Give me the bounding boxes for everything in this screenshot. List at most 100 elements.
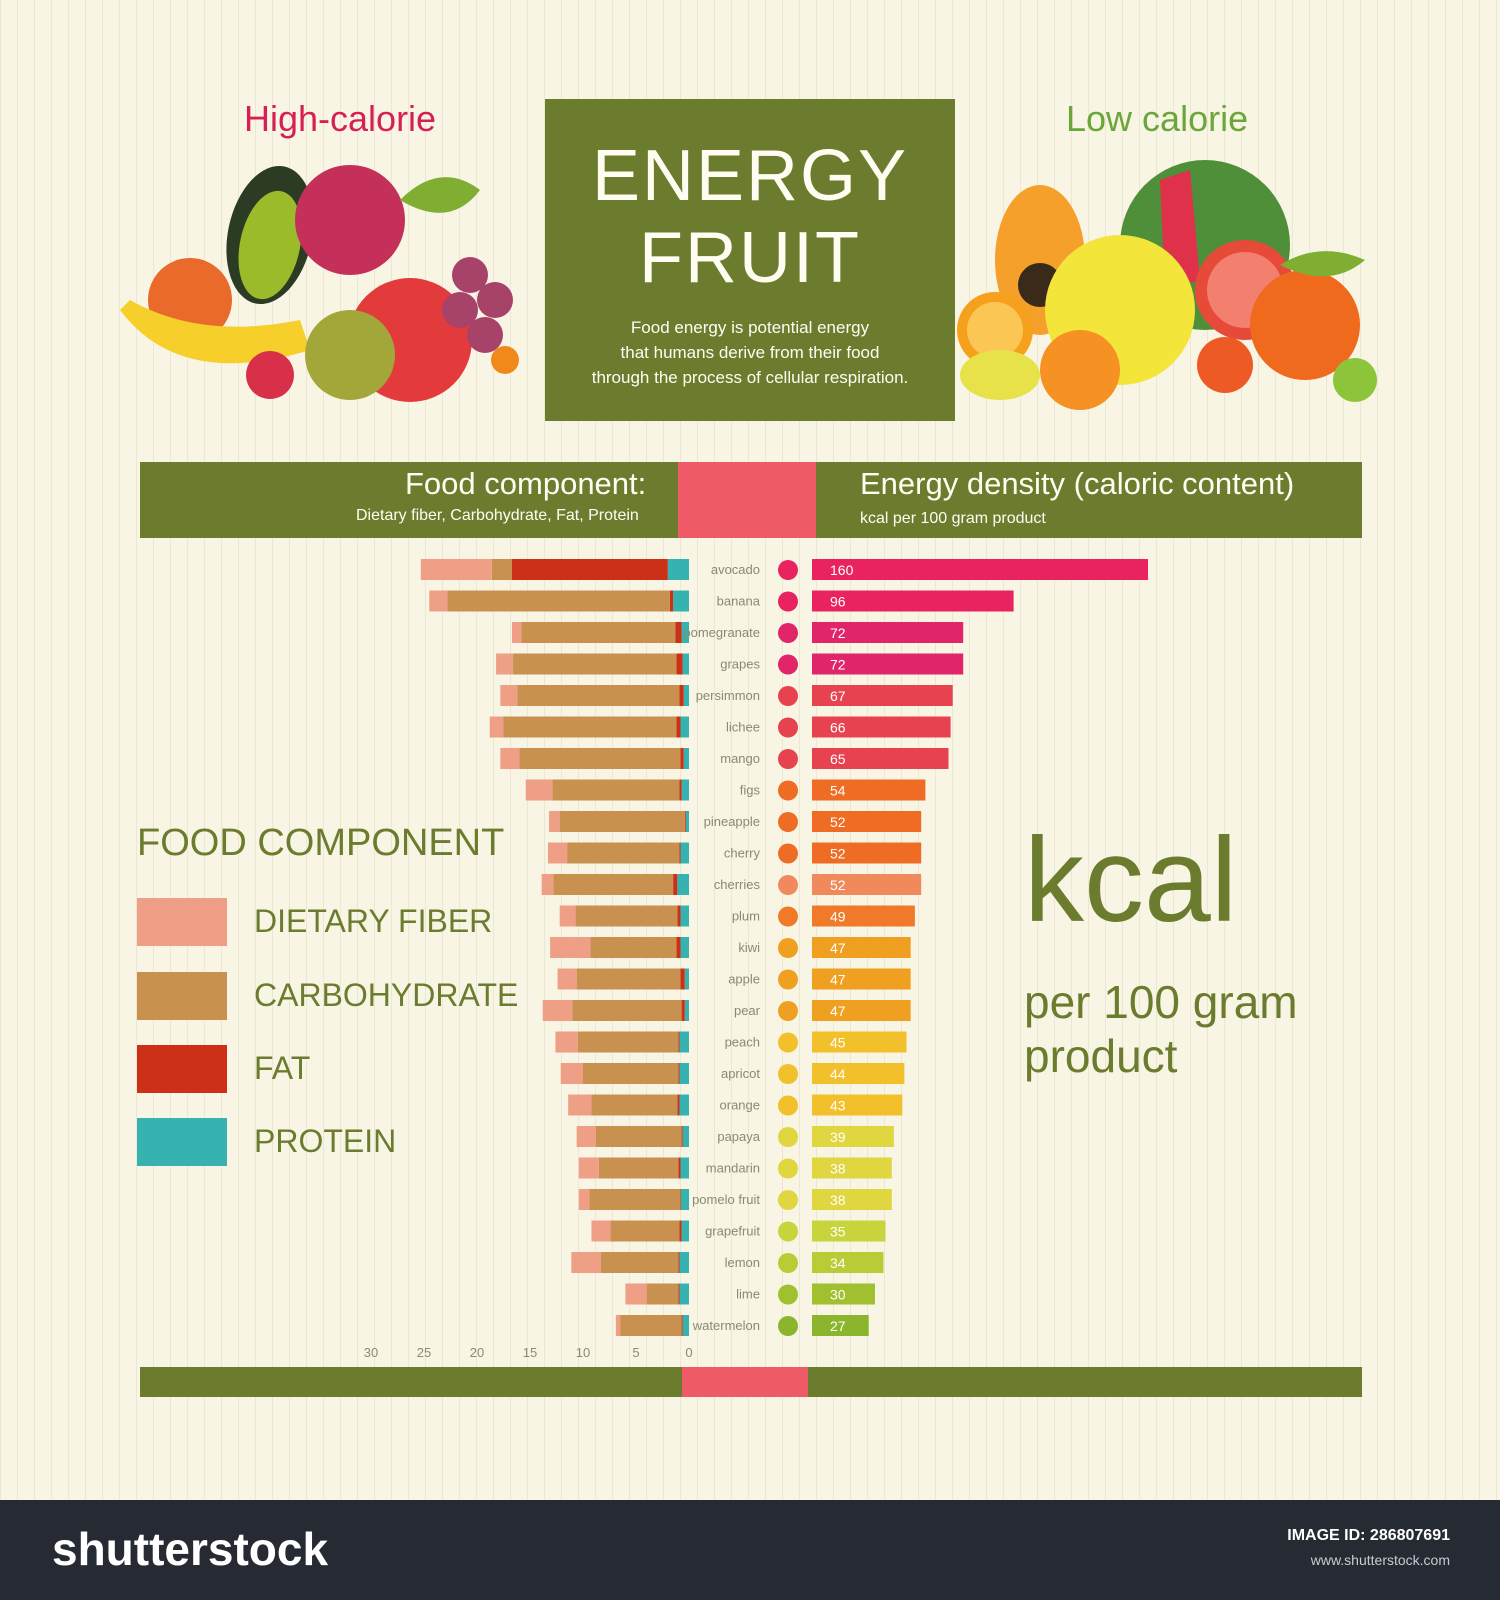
fruit-icon	[778, 560, 798, 580]
bar-kcal	[812, 1094, 903, 1116]
fruit-icon	[778, 1190, 798, 1210]
kcal-value-label: 47	[830, 972, 846, 988]
footer-brand-logo: shutterstock	[52, 1523, 329, 1575]
food-component-band	[140, 462, 678, 538]
fruit-icon	[778, 1032, 798, 1053]
bar-fiber	[489, 716, 504, 738]
fruit-icon	[778, 843, 798, 864]
bar-fiber	[541, 874, 554, 895]
bar-fiber	[559, 905, 576, 927]
legend-swatch-fiber	[137, 898, 227, 946]
bar-kcal	[812, 1126, 894, 1147]
fruit-label: pomegranate	[683, 625, 760, 640]
bar-carbohydrate	[513, 653, 677, 675]
kcal-value-label: 96	[830, 594, 846, 610]
bottom-band-pink	[682, 1367, 808, 1397]
bar-protein	[682, 1126, 689, 1147]
kcal-value-label: 67	[830, 688, 846, 704]
bar-fat	[678, 1063, 680, 1084]
bar-protein	[680, 1189, 689, 1210]
kcal-unit-label: per 100 gram product	[1024, 975, 1298, 1083]
bar-protein	[667, 559, 689, 580]
bar-fiber	[500, 748, 520, 769]
bar-fiber	[511, 622, 522, 643]
legend-title: FOOD COMPONENT	[137, 822, 505, 864]
fruit-label: cherries	[714, 877, 761, 892]
axis-tick-label: 30	[364, 1345, 378, 1360]
low-calorie-fruits-illustration	[957, 160, 1377, 410]
legend-swatch-fat	[137, 1045, 227, 1093]
legend-swatch-carbohydrate	[137, 972, 227, 1020]
bar-fat	[673, 874, 678, 895]
bar-fat	[681, 1000, 685, 1021]
title-description: Food energy is potential energy that hum…	[545, 315, 955, 390]
bar-fat	[679, 1220, 682, 1242]
high-calorie-fruits-illustration	[120, 165, 519, 402]
bar-protein	[681, 622, 689, 643]
bar-kcal	[812, 937, 911, 958]
bar-kcal	[812, 779, 926, 801]
kcal-value-label: 35	[830, 1224, 846, 1240]
bar-kcal	[812, 590, 1014, 612]
high-calorie-heading: High-calorie	[244, 98, 437, 139]
bar-protein	[679, 1063, 689, 1084]
bar-protein	[680, 716, 689, 738]
kcal-value-label: 66	[830, 720, 846, 736]
bar-protein	[677, 874, 689, 895]
bar-fat	[678, 1283, 680, 1305]
bar-fat	[680, 1189, 682, 1210]
axis-tick-label: 0	[685, 1345, 692, 1360]
bar-kcal	[812, 716, 951, 738]
fruit-label: banana	[717, 594, 761, 609]
fruit-label: mango	[720, 751, 760, 766]
lime-illustration	[1333, 358, 1377, 402]
bar-carbohydrate	[559, 811, 685, 832]
bar-fiber	[549, 811, 560, 832]
bar-fiber	[420, 559, 492, 580]
bar-carbohydrate	[576, 968, 681, 990]
footer-site-url: www.shutterstock.com	[1310, 1552, 1450, 1568]
bar-protein	[679, 1283, 689, 1305]
bar-carbohydrate	[589, 1189, 681, 1210]
bar-fiber	[625, 1283, 647, 1305]
bar-fiber	[568, 1094, 592, 1116]
bar-carbohydrate	[491, 559, 512, 580]
fruit-label: lichee	[726, 720, 760, 735]
bar-kcal	[812, 1252, 884, 1273]
kcal-value-label: 49	[830, 909, 846, 925]
fruit-label: orange	[720, 1098, 760, 1113]
fruit-icon	[778, 591, 798, 612]
fruit-label: pear	[734, 1003, 761, 1018]
bar-protein	[681, 1220, 689, 1242]
bar-carbohydrate	[503, 716, 677, 738]
bar-kcal	[812, 748, 949, 769]
footer-bar	[0, 1500, 1500, 1600]
bar-carbohydrate	[447, 590, 670, 612]
fruit-icon	[778, 906, 798, 927]
title-description-line: Food energy is potential energy	[630, 318, 870, 337]
bar-protein	[684, 968, 689, 990]
legend-label-protein: PROTEIN	[254, 1123, 397, 1159]
band-center-pink	[678, 462, 816, 538]
low-calorie-heading: Low calorie	[1066, 98, 1249, 139]
bar-protein	[681, 779, 689, 801]
kcal-value-label: 45	[830, 1035, 846, 1051]
bar-carbohydrate	[553, 874, 674, 895]
bar-protein	[680, 842, 689, 864]
axis-tick-label: 20	[470, 1345, 484, 1360]
fruit-label: grapes	[720, 657, 760, 672]
title-line-2: FRUIT	[639, 218, 861, 298]
bar-carbohydrate	[620, 1315, 682, 1336]
fruit-icon	[778, 717, 798, 738]
axis-tick-label: 25	[417, 1345, 431, 1360]
bar-carbohydrate	[610, 1220, 680, 1242]
energy-chart: avocado 160 banana 96 pomegranate 72 grapes 72 p…	[364, 559, 1148, 1360]
axis-tick-label: 5	[632, 1345, 639, 1360]
fruit-icon	[778, 1253, 798, 1273]
bar-kcal	[812, 685, 953, 706]
fruit-icon	[778, 1221, 798, 1242]
fruit-icon	[778, 623, 798, 643]
fruit-label: grapefruit	[705, 1224, 760, 1239]
fruit-label: cherry	[724, 846, 761, 861]
bar-fat	[677, 1094, 680, 1116]
